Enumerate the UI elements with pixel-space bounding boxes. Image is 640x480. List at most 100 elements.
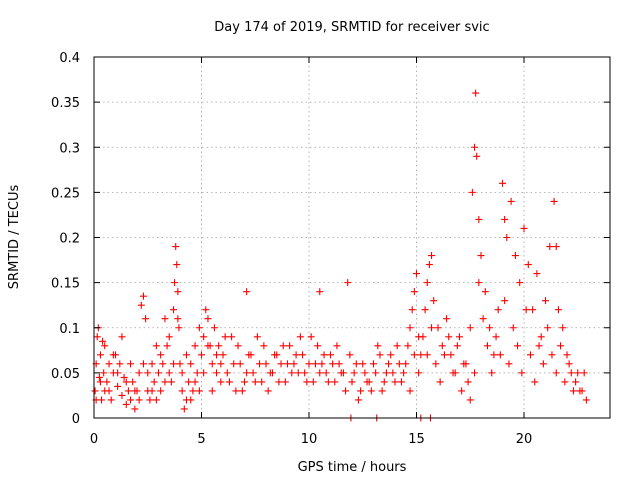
data-point bbox=[316, 369, 324, 377]
data-point bbox=[157, 387, 165, 395]
data-point bbox=[413, 270, 420, 278]
data-point bbox=[139, 360, 147, 368]
data-point bbox=[400, 369, 408, 377]
data-point bbox=[238, 387, 246, 395]
data-point bbox=[210, 324, 218, 332]
data-point bbox=[526, 351, 534, 359]
data-point bbox=[531, 378, 539, 386]
data-point bbox=[93, 333, 101, 341]
data-point bbox=[481, 288, 489, 296]
data-point bbox=[114, 369, 122, 377]
data-point bbox=[165, 333, 173, 341]
data-point bbox=[275, 378, 283, 386]
data-point bbox=[529, 306, 537, 314]
data-point bbox=[462, 360, 470, 368]
data-point bbox=[198, 351, 205, 359]
data-point bbox=[150, 378, 158, 386]
data-point bbox=[453, 342, 461, 350]
data-point bbox=[494, 306, 502, 314]
data-point bbox=[346, 351, 354, 359]
data-point bbox=[567, 369, 575, 377]
data-point bbox=[554, 306, 562, 314]
data-point bbox=[103, 378, 111, 386]
data-point bbox=[96, 351, 104, 359]
data-point bbox=[378, 387, 386, 395]
data-point bbox=[157, 351, 165, 359]
data-point bbox=[344, 279, 352, 287]
data-point bbox=[195, 324, 203, 332]
data-point bbox=[114, 382, 122, 390]
data-point bbox=[249, 369, 257, 377]
data-point bbox=[318, 360, 326, 368]
data-point bbox=[428, 324, 436, 332]
data-point bbox=[142, 315, 150, 323]
data-point bbox=[208, 360, 216, 368]
data-point bbox=[348, 378, 356, 386]
data-point bbox=[170, 306, 178, 314]
data-point bbox=[499, 179, 506, 187]
data-point bbox=[458, 387, 466, 395]
data-point bbox=[170, 360, 178, 368]
data-point bbox=[475, 215, 483, 223]
data-point bbox=[129, 378, 137, 386]
data-point bbox=[320, 351, 328, 359]
data-point bbox=[432, 360, 440, 368]
data-point bbox=[402, 360, 410, 368]
data-point bbox=[501, 215, 509, 223]
data-point bbox=[223, 369, 231, 377]
data-point bbox=[253, 333, 261, 341]
data-point bbox=[425, 261, 433, 269]
data-point bbox=[161, 315, 169, 323]
data-point bbox=[187, 360, 195, 368]
data-point bbox=[329, 360, 337, 368]
data-point bbox=[337, 369, 345, 377]
data-point bbox=[483, 342, 491, 350]
data-point bbox=[309, 378, 317, 386]
data-point bbox=[107, 396, 115, 404]
x-axis-label: GPS time / hours bbox=[298, 460, 407, 475]
data-point bbox=[167, 378, 175, 386]
data-point bbox=[419, 333, 427, 341]
y-tick-label: 0.3 bbox=[59, 141, 80, 156]
data-point bbox=[260, 342, 268, 350]
data-point bbox=[236, 360, 244, 368]
data-point bbox=[303, 378, 311, 386]
data-point bbox=[95, 373, 103, 381]
x-tick-label: 15 bbox=[408, 432, 425, 447]
data-point bbox=[305, 360, 313, 368]
data-point bbox=[109, 351, 117, 359]
data-point bbox=[391, 378, 399, 386]
data-point bbox=[91, 387, 99, 395]
data-point bbox=[176, 360, 184, 368]
data-point bbox=[290, 360, 298, 368]
data-point bbox=[172, 243, 180, 251]
data-point bbox=[363, 378, 371, 386]
data-point bbox=[393, 342, 401, 350]
data-point bbox=[185, 378, 193, 386]
data-point bbox=[537, 333, 545, 341]
data-point bbox=[430, 297, 438, 305]
data-point bbox=[180, 405, 188, 413]
data-point bbox=[135, 396, 143, 404]
data-point bbox=[518, 369, 526, 377]
y-tick-label: 0.05 bbox=[51, 367, 80, 382]
data-point bbox=[524, 261, 532, 269]
data-point bbox=[561, 378, 569, 386]
data-point bbox=[174, 288, 182, 296]
data-point bbox=[552, 243, 560, 251]
data-point bbox=[374, 342, 382, 350]
data-point bbox=[148, 387, 156, 395]
axis-ticks: 0 0.05 0.1 0.15 0.2 0.25 0.3 0.35 0.4 0 5 10 15 20 bbox=[51, 51, 610, 447]
data-point bbox=[331, 378, 339, 386]
x-tick-label: 0 bbox=[90, 432, 98, 447]
x-tick-label: 20 bbox=[516, 432, 533, 447]
data-point bbox=[120, 373, 128, 381]
data-point bbox=[200, 333, 208, 341]
data-point bbox=[234, 342, 242, 350]
data-point bbox=[178, 387, 186, 395]
data-point bbox=[316, 288, 324, 296]
y-tick-label: 0.2 bbox=[59, 232, 80, 247]
data-point bbox=[382, 369, 390, 377]
data-point bbox=[258, 378, 266, 386]
data-point bbox=[155, 369, 162, 377]
